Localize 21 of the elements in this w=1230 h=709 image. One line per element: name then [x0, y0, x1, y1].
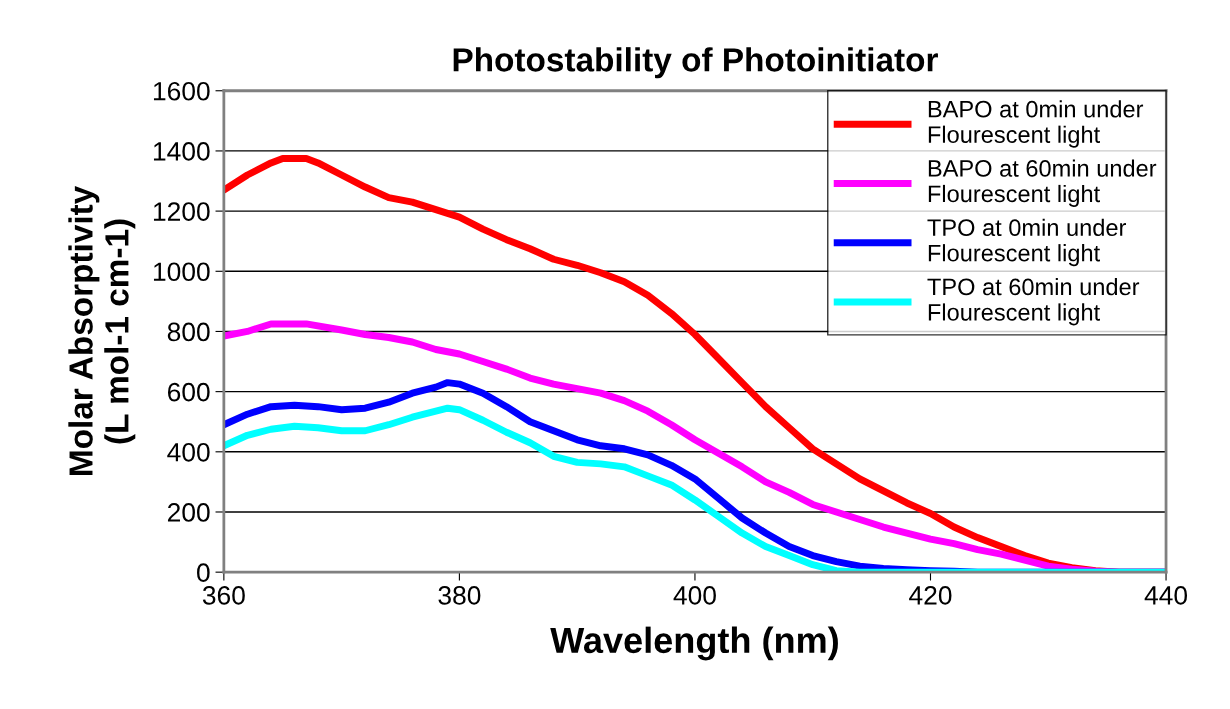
y-tick-label: 1200 [153, 202, 210, 221]
legend-label: TPO at 60min under Flourescent light [927, 277, 1140, 326]
y-tick-label: 800 [167, 322, 210, 342]
x-tick-label: 380 [438, 586, 481, 605]
y-tick-label: 400 [167, 442, 210, 462]
x-tick-label: 440 [1144, 586, 1188, 605]
y-tick-label: 600 [167, 382, 210, 402]
x-tick-label: 360 [202, 586, 245, 605]
y-tick-label: 1000 [153, 262, 210, 282]
y-axis-title: Molar Absorptivity (L mol-1 cm-1) [68, 185, 136, 475]
y-tick-label: 0 [197, 563, 210, 582]
y-tick-label: 200 [167, 503, 210, 522]
legend-label: BAPO at 0min under Flourescent light [928, 100, 1144, 148]
x-tick-label: 420 [909, 586, 952, 605]
chart-title: Photostability of Photoinitiator [453, 47, 938, 79]
y-tick-label: 1400 [153, 142, 210, 161]
x-tick-label: 400 [673, 586, 716, 605]
y-tick-label: 1600 [153, 81, 210, 101]
legend-label: TPO at 0min under Flourescent light [927, 218, 1127, 267]
legend-label: BAPO at 60min under Flourescent light [928, 159, 1157, 207]
x-axis-title: Wavelength (nm) [550, 626, 838, 661]
